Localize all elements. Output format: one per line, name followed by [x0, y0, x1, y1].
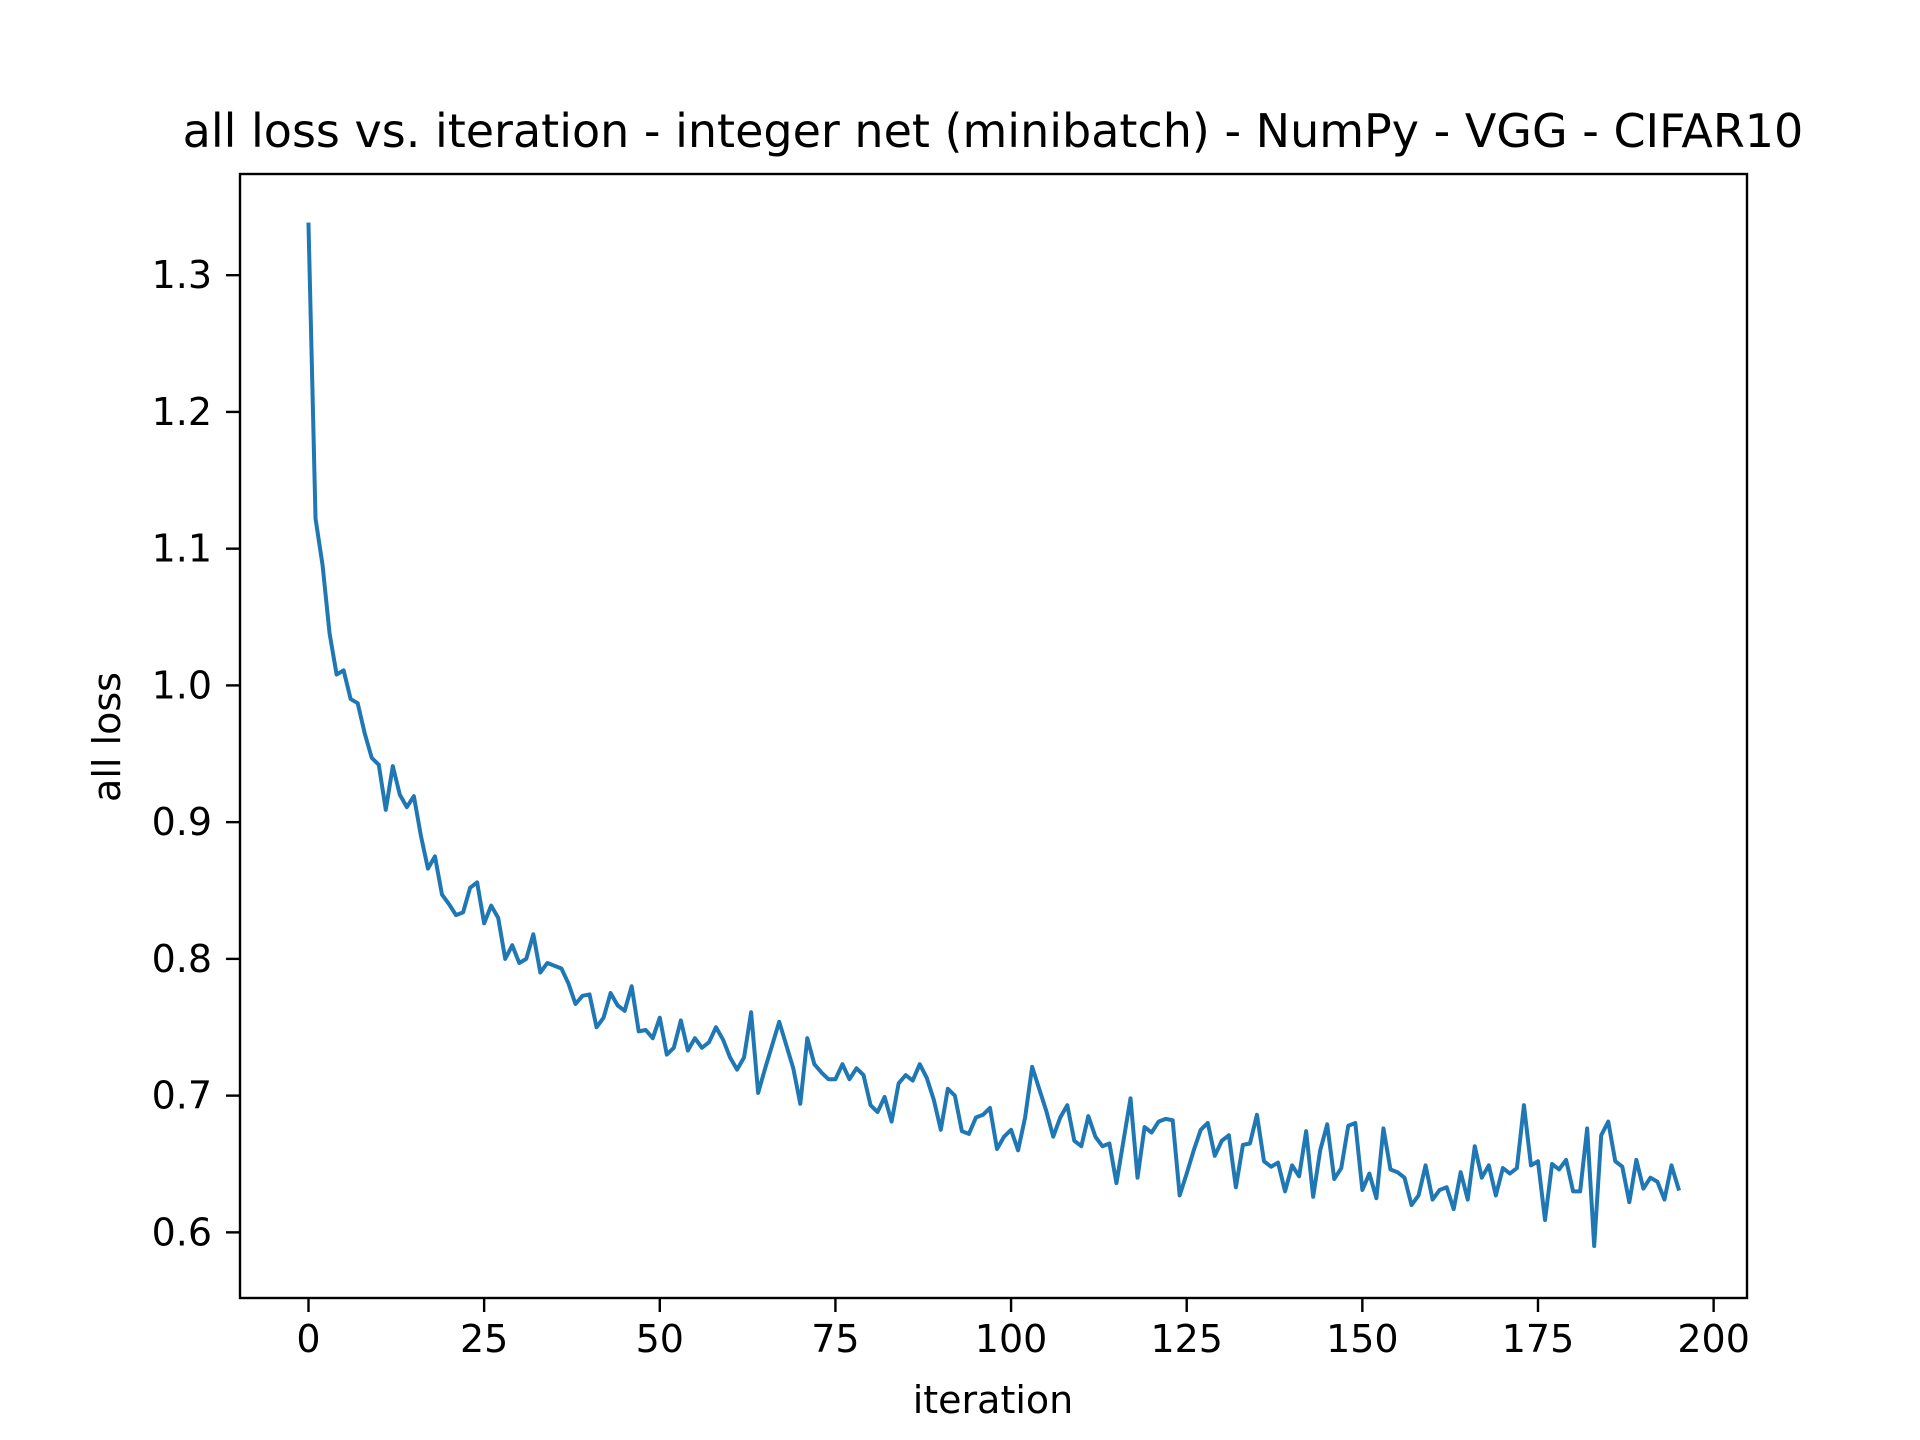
series-line [306, 222, 1681, 1249]
x-tick-label: 25 [460, 1317, 508, 1361]
x-tick-label: 75 [811, 1317, 859, 1361]
x-tick-label: 100 [975, 1317, 1048, 1361]
y-tick-label: 1.2 [152, 390, 212, 434]
x-tick-label: 150 [1326, 1317, 1399, 1361]
y-axis-label: all loss [85, 672, 129, 802]
y-tick-label: 0.9 [152, 800, 212, 844]
x-tick-label: 200 [1677, 1317, 1750, 1361]
y-tick-label: 0.8 [152, 937, 212, 981]
y-tick-label: 1.1 [152, 527, 212, 571]
y-tick-label: 1.0 [152, 663, 212, 707]
x-tick-label: 50 [636, 1317, 684, 1361]
x-tick-label: 175 [1502, 1317, 1575, 1361]
plot-frame [238, 172, 1749, 1300]
y-tick-label: 0.7 [152, 1074, 212, 1118]
x-tick-label: 125 [1150, 1317, 1223, 1361]
x-axis-label: iteration [913, 1378, 1074, 1422]
y-tick-label: 0.6 [152, 1210, 212, 1254]
x-tick-label: 0 [296, 1317, 320, 1361]
y-tick-label: 1.3 [152, 253, 212, 297]
plot-area: 0 25 50 75 100 125 150 175 200 0.6 0.7 0.8 0.9 1.0 1.1… [152, 172, 1750, 1361]
chart-title: all loss vs. iteration - integer net (mi… [183, 104, 1804, 158]
